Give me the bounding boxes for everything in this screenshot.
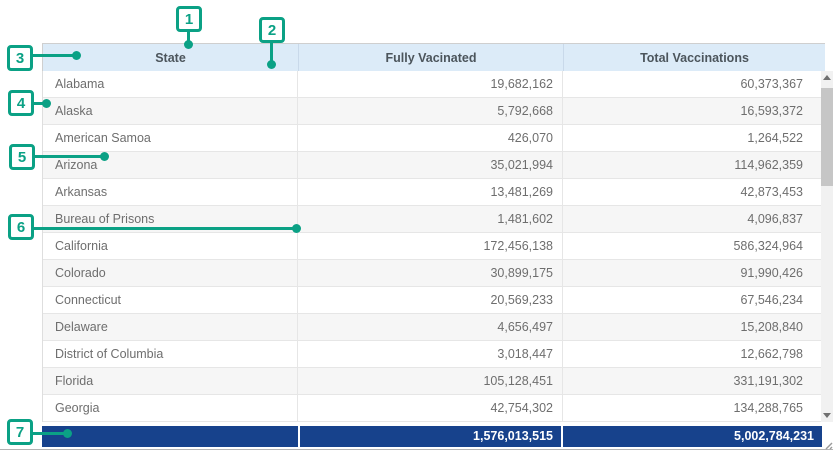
- fully-vaccinated-cell: 3,018,447: [298, 341, 563, 367]
- fully-vaccinated-cell: 13,481,269: [298, 179, 563, 205]
- scroll-down-button[interactable]: [821, 409, 833, 422]
- total-vaccinations-cell: 15,208,840: [740, 320, 803, 334]
- state-cell: Florida: [43, 368, 298, 394]
- total-row: 1,576,013,515 5,002,784,231: [42, 426, 822, 447]
- callout-badge-5: 5: [9, 144, 35, 170]
- state-cell: District of Columbia: [43, 341, 298, 367]
- callout-badge-3: 3: [7, 45, 33, 71]
- table-row[interactable]: Florida 105,128,451 331,191,302: [43, 368, 821, 395]
- fully-vaccinated-cell: 172,456,138: [298, 233, 563, 259]
- total-vaccinations-cell: 12,662,798: [740, 347, 803, 361]
- state-cell: Arkansas: [43, 179, 298, 205]
- state-cell: Georgia: [43, 395, 298, 421]
- callout-3-connector: [32, 54, 77, 57]
- callout-7-connector: [32, 432, 68, 435]
- callout-5-connector: [34, 155, 104, 158]
- column-header-total-vaccinations[interactable]: Total Vaccinations: [563, 44, 825, 72]
- callout-badge-7: 7: [7, 419, 33, 445]
- total-vaccinations-cell: 4,096,837: [747, 212, 803, 226]
- total-vaccinations-cell: 331,191,302: [733, 374, 803, 388]
- fully-vaccinated-cell: 30,899,175: [298, 260, 563, 286]
- callout-1-connector: [187, 31, 190, 45]
- fully-vaccinated-cell: 19,682,162: [298, 71, 563, 97]
- callout-badge-2: 2: [259, 17, 285, 43]
- total-vaccinations-cell: 60,373,367: [740, 77, 803, 91]
- total-vaccinations-cell: 42,873,453: [740, 185, 803, 199]
- state-cell: Bureau of Prisons: [43, 206, 298, 232]
- total-vaccinations-cell: 91,990,426: [740, 266, 803, 280]
- total-vaccinations-cell: 1,264,522: [747, 131, 803, 145]
- table-row[interactable]: District of Columbia 3,018,447 12,662,79…: [43, 341, 821, 368]
- table-row[interactable]: Alabama 19,682,162 60,373,367: [43, 71, 821, 98]
- callout-5-dot: [100, 152, 109, 161]
- callout-6-dot: [292, 224, 301, 233]
- table-row[interactable]: Arizona 35,021,994 114,962,359: [43, 152, 821, 179]
- callout-badge-4: 4: [8, 90, 34, 116]
- scroll-up-icon: [823, 75, 831, 80]
- vaccination-table: State Fully Vacinated Total Vaccinations…: [42, 43, 833, 447]
- table-row[interactable]: Alaska 5,792,668 16,593,372: [43, 98, 821, 125]
- table-row[interactable]: American Samoa 426,070 1,264,522: [43, 125, 821, 152]
- state-cell: Colorado: [43, 260, 298, 286]
- scrollbar-thumb[interactable]: [821, 88, 833, 186]
- fully-vaccinated-cell: 42,754,302: [298, 395, 563, 421]
- table-row[interactable]: Colorado 30,899,175 91,990,426: [43, 260, 821, 287]
- table-row[interactable]: Connecticut 20,569,233 67,546,234: [43, 287, 821, 314]
- total-total-vaccinations-cell: 5,002,784,231: [734, 429, 814, 443]
- fully-vaccinated-cell: 4,656,497: [298, 314, 563, 340]
- callout-badge-1: 1: [176, 6, 202, 32]
- state-cell: Alaska: [43, 98, 298, 124]
- fully-vaccinated-cell: 5,792,668: [298, 98, 563, 124]
- state-cell: California: [43, 233, 298, 259]
- table-row[interactable]: Bureau of Prisons 1,481,602 4,096,837: [43, 206, 821, 233]
- table-row[interactable]: California 172,456,138 586,324,964: [43, 233, 821, 260]
- table-row[interactable]: Delaware 4,656,497 15,208,840: [43, 314, 821, 341]
- total-vaccinations-cell: 67,546,234: [740, 293, 803, 307]
- callout-1-dot: [184, 40, 193, 49]
- table-body: Alabama 19,682,162 60,373,367 Alaska 5,7…: [42, 71, 821, 422]
- state-cell: Connecticut: [43, 287, 298, 313]
- state-cell: American Samoa: [43, 125, 298, 151]
- scroll-down-icon: [823, 413, 831, 418]
- table-row[interactable]: Arkansas 13,481,269 42,873,453: [43, 179, 821, 206]
- total-fully-vaccinated-cell: 1,576,013,515: [300, 426, 563, 447]
- fully-vaccinated-cell: 1,481,602: [298, 206, 563, 232]
- resize-grip-icon[interactable]: [823, 440, 833, 450]
- column-header-fully-vaccinated[interactable]: Fully Vacinated: [298, 44, 563, 72]
- state-cell: Delaware: [43, 314, 298, 340]
- total-vaccinations-cell: 134,288,765: [733, 401, 803, 415]
- state-cell: Arizona: [43, 152, 298, 178]
- callout-7-dot: [63, 429, 72, 438]
- total-state-cell: [42, 426, 300, 447]
- callout-2-connector: [270, 42, 273, 66]
- column-header-state[interactable]: State: [42, 44, 298, 72]
- callout-3-dot: [72, 51, 81, 60]
- scroll-up-button[interactable]: [821, 71, 833, 84]
- fully-vaccinated-cell: 35,021,994: [298, 152, 563, 178]
- table-header-row: State Fully Vacinated Total Vaccinations: [42, 43, 825, 72]
- fully-vaccinated-cell: 426,070: [298, 125, 563, 151]
- callout-6-connector: [33, 227, 297, 230]
- fully-vaccinated-cell: 20,569,233: [298, 287, 563, 313]
- vertical-scrollbar[interactable]: [821, 71, 833, 422]
- table-row[interactable]: Georgia 42,754,302 134,288,765: [43, 395, 821, 422]
- callout-4-connector: [33, 102, 46, 105]
- total-vaccinations-cell: 114,962,359: [734, 158, 803, 172]
- total-vaccinations-cell: 586,324,964: [733, 239, 803, 253]
- callout-badge-6: 6: [8, 214, 34, 240]
- total-vaccinations-cell: 16,593,372: [740, 104, 803, 118]
- state-cell: Alabama: [43, 71, 298, 97]
- callout-2-dot: [267, 60, 276, 69]
- callout-4-dot: [42, 99, 51, 108]
- fully-vaccinated-cell: 105,128,451: [298, 368, 563, 394]
- widget-bottom-border: [0, 449, 833, 450]
